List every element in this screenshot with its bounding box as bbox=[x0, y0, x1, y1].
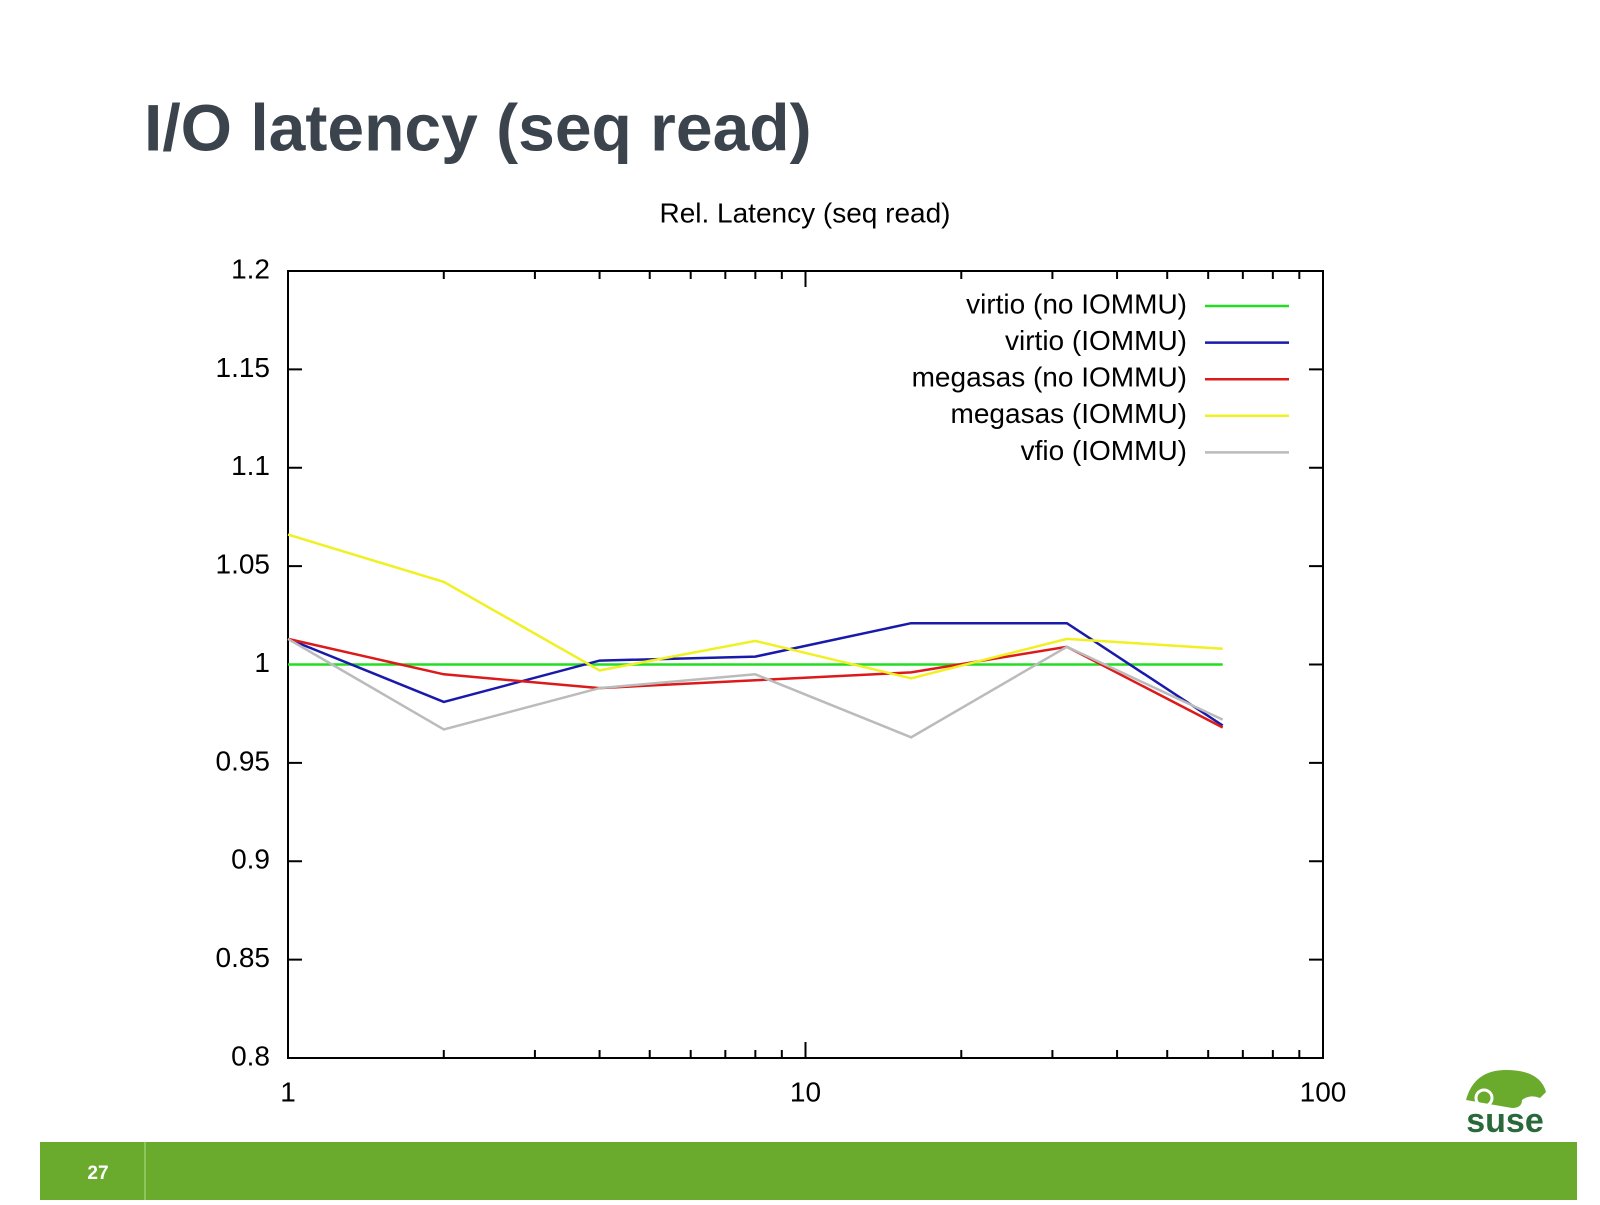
x-tick-label: 100 bbox=[1300, 1076, 1347, 1107]
slide-title: I/O latency (seq read) bbox=[144, 90, 812, 164]
y-tick-label: 1 bbox=[254, 647, 270, 678]
logo: suse bbox=[1466, 1070, 1546, 1140]
footer-bar bbox=[40, 1142, 1577, 1200]
y-tick-label: 1.15 bbox=[216, 352, 271, 383]
series-line bbox=[287, 533, 1223, 680]
series-line bbox=[287, 637, 1224, 729]
legend-label: virtio (IOMMU) bbox=[1005, 325, 1187, 356]
legend-label: vfio (IOMMU) bbox=[1021, 435, 1187, 466]
series-line bbox=[287, 637, 1224, 739]
y-tick-label: 0.85 bbox=[216, 942, 271, 973]
y-tick-label: 1.1 bbox=[231, 450, 270, 481]
logo-text: suse bbox=[1466, 1102, 1544, 1140]
logo-chameleon bbox=[1466, 1070, 1546, 1108]
y-tick-label: 1.2 bbox=[231, 253, 270, 284]
legend-label: megasas (no IOMMU) bbox=[912, 362, 1187, 393]
x-tick-label: 10 bbox=[790, 1076, 821, 1107]
page-number: 27 bbox=[87, 1163, 108, 1184]
chart-title: Rel. Latency (seq read) bbox=[659, 197, 950, 228]
x-tick-label: 1 bbox=[280, 1076, 296, 1107]
legend-label: megasas (IOMMU) bbox=[951, 398, 1187, 429]
y-tick-label: 0.8 bbox=[231, 1040, 270, 1071]
y-tick-label: 0.9 bbox=[231, 844, 270, 875]
logo-eye bbox=[1474, 1088, 1494, 1108]
y-tick-label: 1.05 bbox=[216, 549, 271, 580]
y-tick-label: 0.95 bbox=[216, 745, 271, 776]
legend-label: virtio (no IOMMU) bbox=[966, 288, 1187, 319]
series-line bbox=[287, 621, 1224, 727]
